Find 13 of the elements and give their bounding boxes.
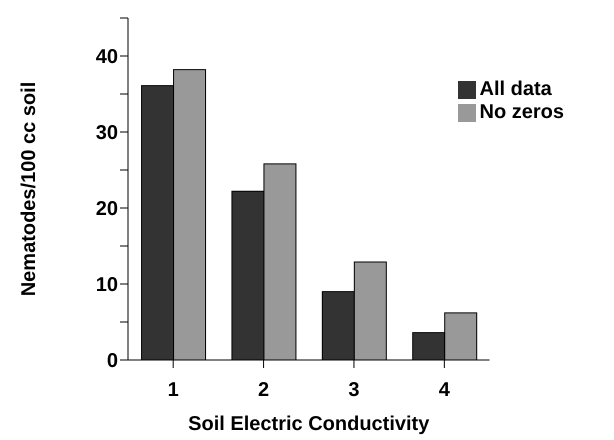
x-tick-label: 4 [438,379,451,402]
y-tick-label: 30 [96,122,118,144]
x-tick-label: 2 [258,379,270,402]
x-tick-label: 1 [168,379,179,402]
y-tick-label: 40 [96,46,118,68]
legend-label: All data [480,78,552,100]
legend-label: No zeros [480,101,564,123]
y-tick-label: 0 [106,350,118,372]
y-tick-label: 20 [96,198,118,220]
x-axis-title: Soil Electric Conductivity [188,413,430,435]
y-axis-title: Nematodes/100 cc soil [18,82,40,296]
x-tick-label: 3 [348,379,360,402]
y-tick-label: 10 [96,274,118,296]
